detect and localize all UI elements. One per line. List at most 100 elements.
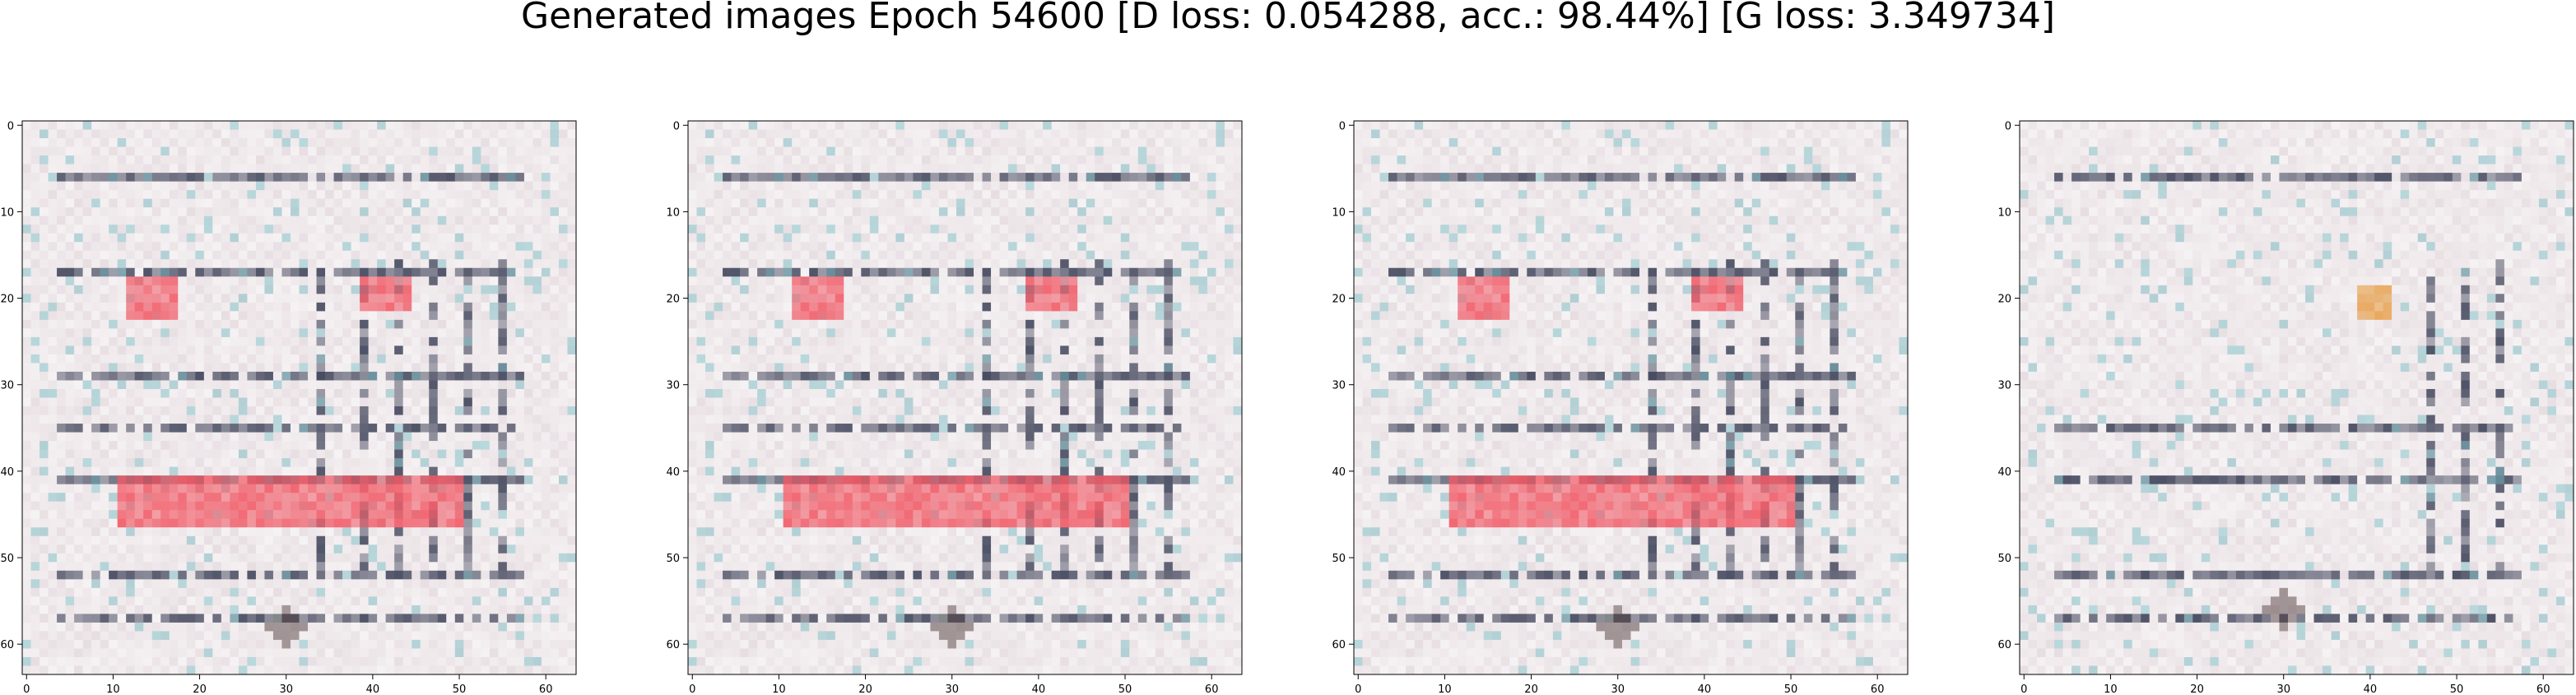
pixel bbox=[22, 656, 31, 666]
pixel bbox=[550, 336, 560, 346]
pixel bbox=[109, 302, 119, 312]
pixel bbox=[360, 259, 370, 269]
pixel bbox=[463, 562, 473, 572]
pixel bbox=[377, 614, 387, 623]
pixel bbox=[731, 233, 741, 243]
pixel bbox=[30, 173, 40, 183]
pixel bbox=[481, 345, 491, 355]
pixel bbox=[412, 302, 421, 312]
pixel bbox=[463, 276, 473, 286]
pixel bbox=[126, 138, 136, 147]
pixel bbox=[230, 285, 239, 294]
pixel bbox=[541, 267, 551, 277]
pixel bbox=[203, 207, 213, 217]
pixel bbox=[558, 424, 568, 433]
pixel bbox=[316, 250, 326, 260]
pixel bbox=[472, 424, 481, 433]
pixel bbox=[523, 484, 533, 493]
pixel bbox=[532, 406, 542, 415]
pixel bbox=[195, 121, 205, 130]
pixel bbox=[333, 250, 343, 260]
pixel bbox=[308, 345, 317, 355]
pixel bbox=[195, 484, 205, 493]
pixel bbox=[281, 527, 291, 537]
pixel bbox=[195, 458, 205, 468]
pixel bbox=[800, 190, 810, 200]
pixel bbox=[1077, 198, 1087, 208]
pixel bbox=[264, 336, 274, 346]
pixel bbox=[221, 544, 230, 554]
pixel bbox=[100, 424, 109, 433]
pixel bbox=[333, 173, 343, 183]
pixel bbox=[835, 138, 844, 147]
pixel bbox=[30, 198, 40, 208]
pixel bbox=[203, 181, 213, 191]
pixel bbox=[558, 518, 568, 528]
pixel bbox=[91, 424, 101, 433]
pixel bbox=[40, 215, 49, 225]
pixel bbox=[532, 138, 542, 147]
pixel bbox=[463, 259, 473, 269]
pixel bbox=[1224, 181, 1234, 191]
pixel bbox=[203, 311, 213, 321]
pixel bbox=[402, 285, 412, 294]
pixel bbox=[117, 242, 127, 252]
pixel bbox=[238, 406, 248, 415]
pixel bbox=[351, 294, 360, 303]
pixel bbox=[429, 259, 439, 269]
pixel bbox=[91, 155, 101, 164]
pixel bbox=[281, 510, 291, 520]
pixel bbox=[956, 215, 965, 225]
pixel bbox=[1155, 198, 1165, 208]
pixel bbox=[281, 553, 291, 563]
pixel bbox=[541, 622, 551, 632]
pixel bbox=[454, 631, 464, 641]
pixel bbox=[109, 466, 119, 476]
pixel bbox=[437, 579, 447, 589]
pixel bbox=[333, 259, 343, 269]
pixel bbox=[913, 215, 923, 225]
pixel bbox=[360, 345, 370, 355]
pixel bbox=[420, 484, 430, 493]
pixel bbox=[904, 207, 914, 217]
pixel bbox=[1233, 164, 1243, 174]
pixel bbox=[151, 424, 161, 433]
pixel bbox=[109, 656, 119, 666]
pixel bbox=[126, 388, 136, 398]
pixel bbox=[230, 276, 239, 286]
pixel bbox=[740, 121, 750, 130]
pixel bbox=[472, 129, 481, 139]
pixel bbox=[238, 285, 248, 294]
pixel bbox=[420, 250, 430, 260]
pixel bbox=[489, 544, 499, 554]
pixel bbox=[1016, 164, 1026, 174]
pixel bbox=[126, 614, 136, 623]
pixel bbox=[402, 648, 412, 658]
pixel bbox=[368, 181, 378, 191]
pixel bbox=[316, 345, 326, 355]
pixel bbox=[1155, 129, 1165, 139]
pixel bbox=[1077, 181, 1087, 191]
pixel bbox=[117, 363, 127, 373]
pixel bbox=[886, 190, 896, 200]
pixel bbox=[429, 631, 439, 641]
pixel bbox=[783, 233, 793, 243]
pixel bbox=[506, 518, 516, 528]
pixel bbox=[195, 639, 205, 649]
pixel bbox=[991, 173, 1000, 183]
pixel bbox=[160, 432, 170, 442]
pixel bbox=[446, 302, 456, 312]
pixel bbox=[57, 190, 66, 200]
pixel bbox=[472, 406, 481, 415]
pixel bbox=[1207, 198, 1216, 208]
pixel bbox=[40, 518, 49, 528]
pixel bbox=[454, 449, 464, 459]
pixel bbox=[385, 614, 395, 623]
pixel bbox=[238, 225, 248, 234]
pixel bbox=[195, 579, 205, 589]
pixel bbox=[921, 225, 931, 234]
pixel bbox=[412, 432, 421, 442]
pixel bbox=[203, 328, 213, 338]
pixel bbox=[290, 259, 300, 269]
pixel bbox=[178, 207, 188, 217]
